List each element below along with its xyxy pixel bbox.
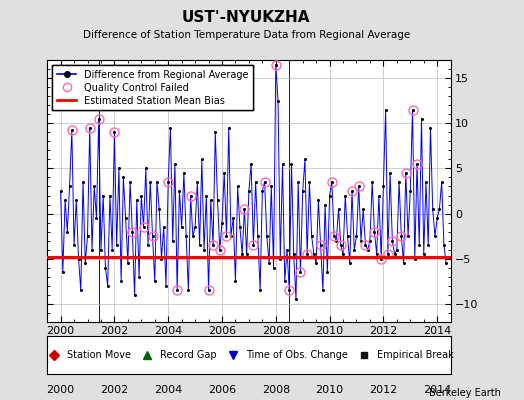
Legend: Difference from Regional Average, Quality Control Failed, Estimated Station Mean: Difference from Regional Average, Qualit… [52,65,254,110]
Text: 2006: 2006 [208,385,236,395]
Text: 2002: 2002 [100,385,128,395]
Text: 2010: 2010 [315,385,344,395]
Legend: Station Move, Record Gap, Time of Obs. Change, Empirical Break: Station Move, Record Gap, Time of Obs. C… [41,347,456,363]
Text: 2014: 2014 [423,385,451,395]
Text: 2008: 2008 [261,385,290,395]
Text: UST'-NYUKZHA: UST'-NYUKZHA [182,10,311,25]
Text: 2000: 2000 [47,385,75,395]
Text: 2012: 2012 [369,385,398,395]
Text: 2004: 2004 [154,385,182,395]
Text: Difference of Station Temperature Data from Regional Average: Difference of Station Temperature Data f… [83,30,410,40]
Text: Berkeley Earth: Berkeley Earth [429,388,500,398]
